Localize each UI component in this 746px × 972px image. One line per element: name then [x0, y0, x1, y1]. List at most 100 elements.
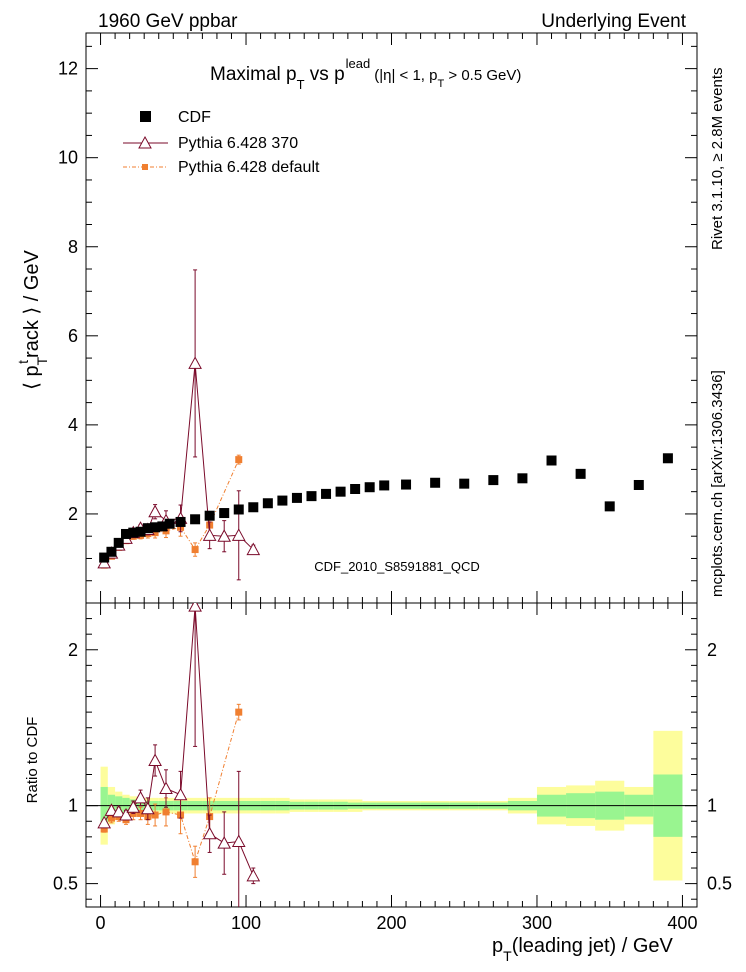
data-point-cdf [321, 488, 332, 499]
data-point-370 [231, 834, 246, 848]
data-point-default [100, 825, 108, 833]
data-point-cdf [142, 523, 153, 534]
watermark: CDF_2010_S8591881_QCD [314, 559, 480, 574]
data-point-cdf [106, 546, 117, 557]
x-tick-label: 300 [522, 913, 552, 933]
title-sub2: T [437, 78, 444, 90]
mcplots-label: mcplots.cern.ch [arXiv:1306.3436] [709, 370, 726, 597]
data-point-cdf [430, 477, 441, 488]
data-point-cdf [204, 510, 215, 521]
upper-panel: 2 4 6 8 10 12 [58, 32, 698, 604]
data-point-370 [246, 542, 261, 556]
title-paren2: > 0.5 GeV) [444, 67, 521, 84]
chart-title: Maximal pT vs plead(|η| < 1, pT > 0.5 Ge… [210, 56, 521, 92]
data-point-cdf [350, 484, 361, 494]
data-point-370 [173, 787, 188, 801]
data-point-370 [104, 803, 119, 816]
svg-text:Maximal pT vs plead(|η| < 1, p: Maximal pT vs plead(|η| < 1, pT > 0.5 Ge… [210, 56, 521, 92]
lower-frame [85, 602, 698, 908]
header-left: 1960 GeV ppbar [98, 11, 238, 32]
data-point-cdf [546, 455, 557, 466]
data-point-cdf [113, 537, 124, 548]
legend-label-370: Pythia 6.428 370 [178, 135, 298, 152]
data-point-cdf [99, 552, 110, 563]
svg-text:pT(leading jet) / GeV: pT(leading jet) / GeV [492, 935, 674, 964]
data-point-default [137, 809, 145, 817]
ratio-panel: 0 100 200 300 400 0.5 0.5 1 1 2 2 [53, 602, 732, 933]
svg-text:⟨ pTtrack ⟩ / GeV: ⟨ pTtrack ⟩ / GeV [15, 249, 50, 389]
x-tick-label: 400 [667, 913, 697, 933]
data-point-cdf [219, 508, 230, 519]
legend-marker-default [142, 164, 148, 170]
data-point-370 [119, 807, 133, 821]
data-point-cdf [277, 495, 288, 506]
y-tick-label-upper: 10 [58, 148, 78, 168]
data-point-370 [97, 815, 112, 829]
data-point-default [162, 808, 170, 816]
data-point-default [151, 529, 159, 537]
x-tick-label: 200 [376, 913, 406, 933]
data-point-cdf [128, 527, 139, 538]
y-tick-label-upper: 12 [58, 59, 78, 79]
y-tick-label-upper: 8 [68, 237, 78, 257]
data-point-cdf [175, 516, 186, 527]
data-point-370 [231, 528, 246, 541]
data-point-cdf [190, 514, 201, 525]
title-vs: vs p [305, 64, 345, 85]
data-point-370 [202, 528, 217, 541]
title-main: Maximal p [210, 64, 297, 85]
series-370 [97, 603, 261, 907]
data-point-default [191, 546, 199, 554]
y-tick-label-lower-right: 2 [707, 640, 717, 660]
data-point-370 [217, 836, 232, 849]
legend-marker-370 [138, 135, 152, 149]
data-point-370 [140, 801, 155, 815]
data-point-cdf [157, 521, 168, 532]
y-tick-label-lower: 0.5 [53, 874, 78, 894]
y-axis-label-lower: Ratio to CDF [24, 717, 41, 804]
data-point-default [107, 814, 115, 822]
x-tick-label: 0 [96, 913, 106, 933]
data-point-cdf [662, 453, 673, 464]
title-sub: T [297, 77, 305, 92]
legend-marker-cdf [140, 111, 151, 122]
series-cdf [99, 453, 673, 563]
x-axis-label: pT(leading jet) / GeV [492, 935, 674, 964]
data-point-cdf [306, 491, 317, 502]
data-point-370 [159, 781, 173, 795]
data-point-370 [188, 603, 202, 612]
data-point-cdf [364, 482, 375, 493]
header-right: Underlying Event [541, 11, 686, 32]
data-point-370 [148, 504, 162, 518]
data-point-default [235, 708, 243, 716]
y-axis-label-upper: ⟨ pTtrack ⟩ / GeV [15, 249, 50, 389]
data-point-370 [126, 800, 141, 813]
rivet-label: Rivet 3.1.10, ≥ 2.8M events [709, 68, 726, 251]
data-point-cdf [135, 526, 146, 537]
data-point-cdf [262, 498, 273, 509]
y-tick-label-upper: 4 [68, 415, 78, 435]
data-point-cdf [150, 522, 161, 533]
data-point-cdf [633, 479, 644, 490]
data-point-default [235, 456, 243, 464]
legend-label-default: Pythia 6.428 default [178, 159, 320, 176]
y-tick-label-lower: 1 [68, 796, 78, 816]
y-tick-label-lower-right: 1 [707, 796, 717, 816]
y-tick-label-upper: 6 [68, 326, 78, 346]
data-point-default [191, 858, 199, 866]
data-point-cdf [335, 486, 346, 497]
title-sup: lead [346, 56, 371, 71]
data-point-cdf [575, 468, 586, 479]
data-point-370 [188, 356, 202, 369]
data-point-cdf [164, 518, 175, 529]
data-point-cdf [121, 528, 132, 539]
y-tick-label-upper: 2 [68, 504, 78, 524]
data-point-cdf [604, 501, 615, 512]
data-point-cdf [248, 502, 259, 513]
data-point-370 [133, 790, 148, 804]
data-point-cdf [459, 478, 470, 489]
data-point-370 [148, 753, 162, 766]
data-point-cdf [291, 492, 302, 503]
data-point-370 [217, 529, 232, 542]
